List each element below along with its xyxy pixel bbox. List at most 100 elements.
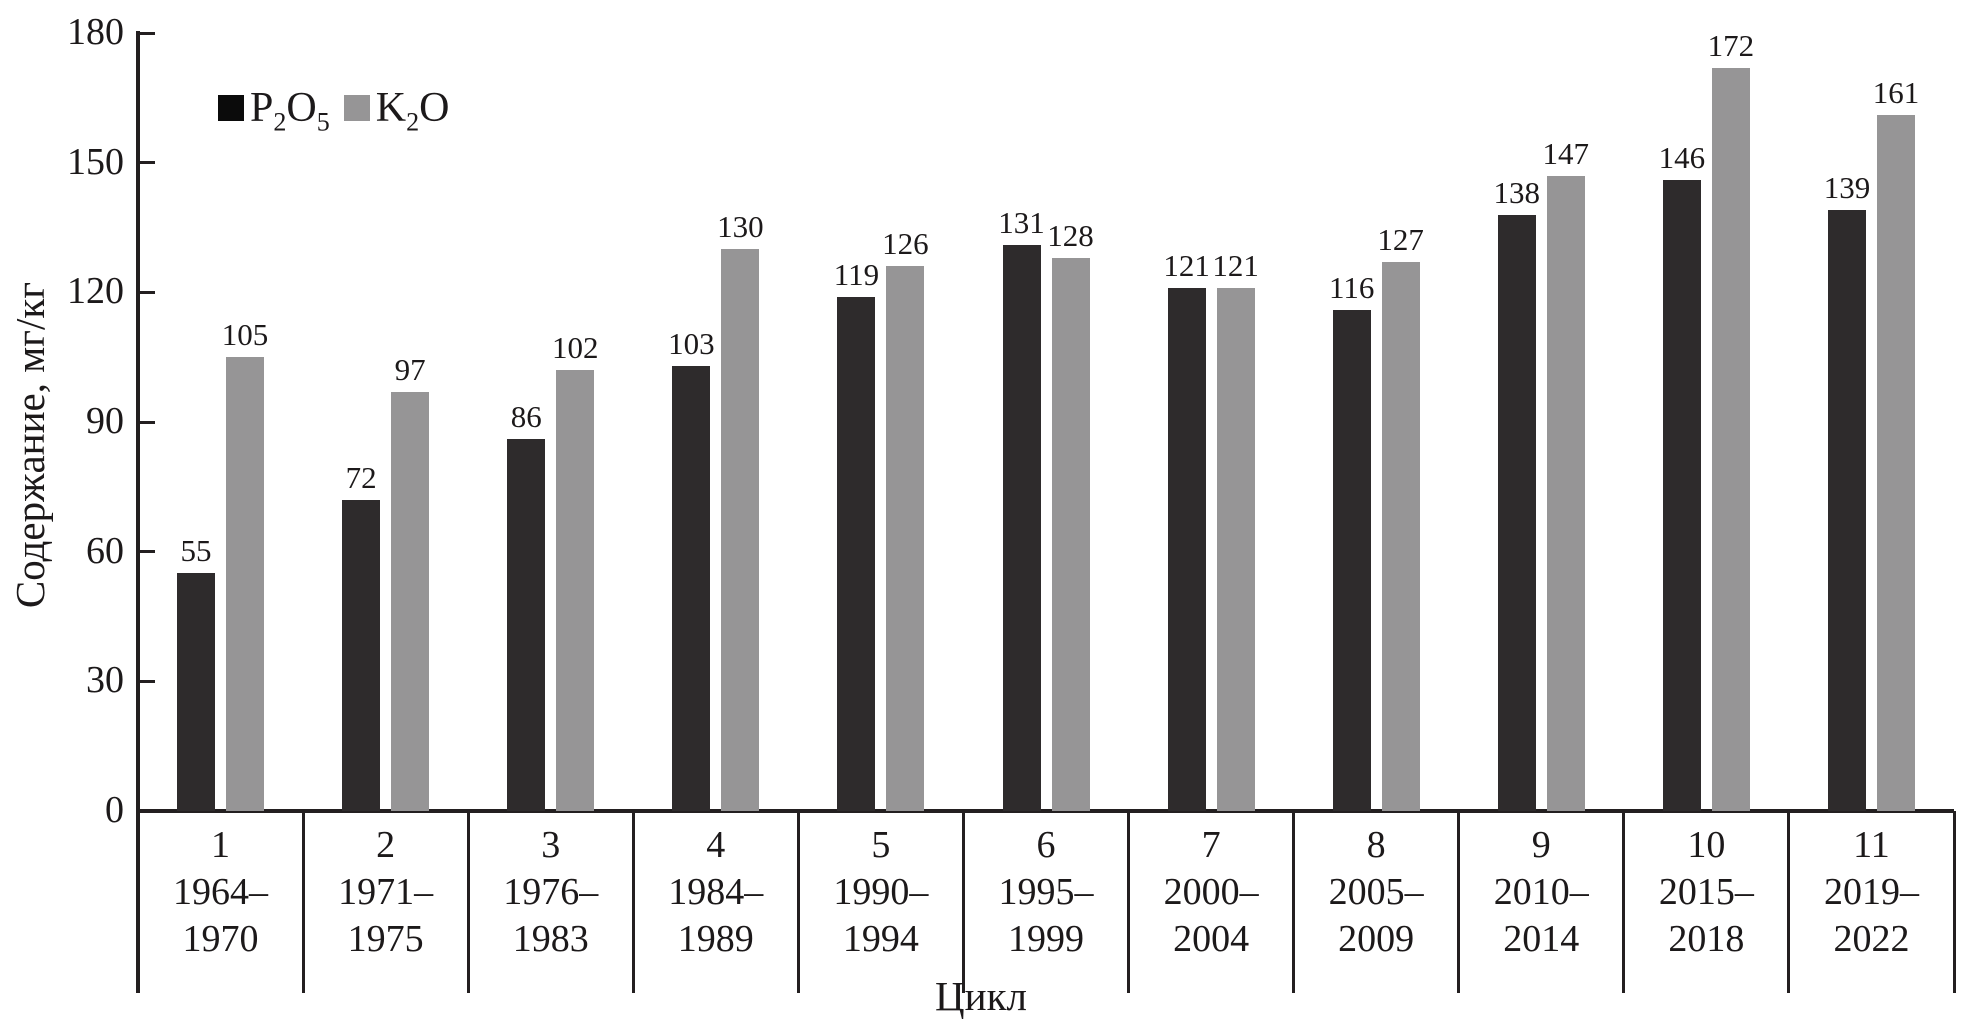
legend-label-k2o: K2O [375,85,450,137]
category-years: 2000– [1163,871,1259,913]
bar-value-label: 119 [833,256,880,292]
y-tick-label: 150 [67,140,124,183]
y-tick [140,290,155,294]
category-cell: 6 1995– 1999 [963,822,1128,963]
category-number: 10 [1687,824,1726,866]
bar-value-label: 55 [180,533,212,569]
category-separator [796,811,800,993]
category-number: 6 [1036,824,1056,866]
bar-k2o [1876,115,1915,811]
category-cell: 3 1976– 1983 [468,822,633,963]
bar-value-label: 126 [882,226,929,262]
category-years: 1983 [512,918,589,960]
category-number: 2 [376,824,396,866]
bar-value-label: 102 [551,330,599,366]
bar-k2o [1216,288,1255,811]
bar-value-label: 116 [1328,269,1375,305]
category-years: 1999 [1007,918,1084,960]
category-separator [1127,811,1131,993]
category-separator [631,811,635,993]
category-years: 1989 [677,918,754,960]
y-tick [140,420,155,424]
category-cell: 4 1984– 1989 [633,822,798,963]
x-axis-title: Цикл [935,973,1027,1019]
bar-p2o5 [1497,214,1536,811]
x-axis-line [136,809,1954,813]
category-cell: 7 2000– 2004 [1129,822,1294,963]
category-years: 2009 [1338,918,1415,960]
category-cell: 11 2019– 2022 [1789,822,1954,963]
bar-p2o5 [177,573,216,811]
category-separator [1292,811,1296,993]
bar-p2o5 [1332,309,1371,811]
bar-p2o5 [837,296,876,811]
bar-k2o [391,391,430,811]
legend-label-p2o5: P2O5 [250,85,330,137]
category-separator [1787,811,1791,993]
y-tick [140,679,155,683]
category-separator [961,811,965,993]
bar-value-label: 146 [1658,139,1706,175]
bar-p2o5 [1662,179,1701,811]
category-years: 1975 [347,918,424,960]
bar-k2o [1381,262,1420,811]
category-years: 2004 [1173,918,1250,960]
category-years: 2010– [1493,871,1589,913]
bar-value-label: 103 [668,325,715,361]
y-axis-line [136,31,140,993]
category-years: 1964– [173,871,269,913]
y-tick [140,161,155,165]
bar-k2o [886,266,925,811]
y-tick [140,31,155,35]
category-cell: 1 1964– 1970 [138,822,303,963]
category-years: 1994 [842,918,919,960]
category-separator [1952,811,1956,993]
y-tick-label: 90 [86,400,124,442]
category-separator [1622,811,1626,993]
category-years: 1976– [503,871,599,913]
bar-p2o5 [507,439,546,811]
category-years: 2014 [1503,918,1580,960]
category-years: 1990– [833,871,929,913]
bar-value-label: 128 [1047,217,1094,253]
category-cell: 5 1990– 1994 [798,822,963,963]
bar-value-label: 161 [1872,75,1920,111]
category-separator [301,811,305,993]
category-years: 2022 [1833,918,1910,960]
bar-k2o [1546,175,1585,811]
bar-k2o [721,249,760,811]
bar-value-label: 127 [1377,222,1424,258]
category-number: 3 [541,824,561,866]
y-tick-label: 120 [67,270,124,313]
category-number: 9 [1531,824,1551,866]
legend-swatch-p2o5 [218,95,244,121]
category-number: 7 [1201,824,1221,866]
bar-value-label: 147 [1542,135,1590,171]
category-years: 2015– [1658,871,1754,913]
category-years: 1971– [338,871,434,913]
bar-p2o5 [1167,288,1206,811]
category-number: 11 [1853,824,1890,866]
y-tick [140,550,155,554]
bar-value-label: 139 [1823,170,1871,206]
bar-k2o [226,357,265,811]
category-number: 5 [871,824,891,866]
bar-p2o5 [342,499,381,811]
bar-value-label: 86 [510,399,542,435]
legend-swatch-k2o [343,95,370,121]
legend-item-p2o5: P2O5 [218,84,330,137]
category-cell: 9 2010– 2014 [1459,822,1624,963]
category-years: 2005– [1328,871,1424,913]
bar-p2o5 [1002,244,1041,811]
bar-value-label: 121 [1212,248,1259,283]
y-tick-label: 180 [67,11,124,53]
bar-p2o5 [672,365,711,811]
y-tick-label: 30 [86,659,124,702]
category-number: 8 [1366,824,1386,866]
category-cell: 8 2005– 2009 [1294,822,1459,963]
y-tick-label: 60 [86,529,124,572]
bar-value-label: 138 [1493,174,1541,210]
category-number: 1 [211,824,231,866]
category-number: 4 [706,824,726,866]
